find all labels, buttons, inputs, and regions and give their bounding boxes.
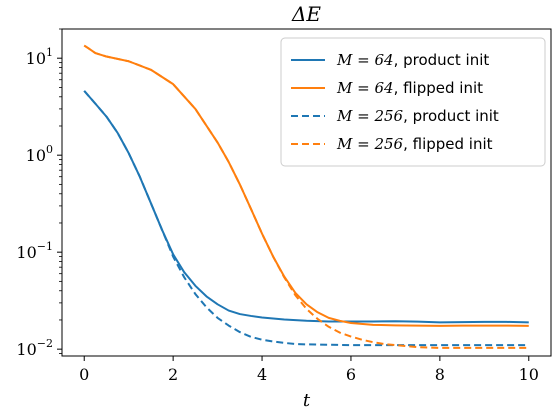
legend-entry-text: , flipped init [394, 79, 484, 97]
x-tick-label: 10 [519, 365, 539, 384]
y-tick-label-base: 10 [16, 340, 36, 359]
y-tick-label-exponent: −2 [37, 337, 53, 350]
legend-entry: M = 64, flipped init [336, 79, 483, 97]
y-tick-label: 10−1 [16, 240, 53, 262]
x-tick-label: 6 [346, 365, 356, 384]
legend-entry-math: M = 256 [336, 135, 404, 153]
legend-entry-math: M = 64 [336, 79, 394, 97]
legend-entry-text: , product init [403, 107, 499, 125]
legend-entry-math: M = 256 [336, 107, 404, 125]
x-axis-label: t [303, 390, 311, 411]
x-tick-label: 4 [257, 365, 267, 384]
y-tick-label-base: 10 [16, 243, 36, 262]
y-tick-label: 10−2 [16, 337, 53, 359]
series-m-256-product-init-line [83, 90, 529, 347]
x-tick-label: 0 [79, 365, 89, 384]
x-axis: 0 2 4 6 8 10 [79, 356, 539, 384]
series-layer [83, 44, 529, 349]
plot-frame [61, 28, 552, 357]
legend-entry: M = 64, product init [336, 51, 489, 69]
y-tick-label-exponent: −1 [37, 240, 53, 253]
chart-title: ΔE [291, 2, 321, 26]
y-tick-label: 100 [26, 143, 53, 165]
y-tick-label: 101 [26, 46, 53, 68]
legend-box [280, 37, 546, 167]
legend-entry-text: , product init [394, 51, 490, 69]
legend-entry-math: M = 64 [336, 51, 394, 69]
y-tick-label-base: 10 [26, 49, 46, 68]
y-tick-label-base: 10 [26, 146, 46, 165]
y-tick-label-exponent: 1 [46, 46, 53, 59]
legend-entry: M = 256, product init [336, 107, 499, 125]
legend-entry: M = 256, flipped init [336, 135, 493, 153]
x-tick-label: 8 [435, 365, 445, 384]
y-tick-label-exponent: 0 [46, 143, 53, 156]
x-tick-label: 2 [168, 365, 178, 384]
series-m-256-flipped-init-line [83, 44, 529, 349]
legend-entry-text: , flipped init [403, 135, 493, 153]
